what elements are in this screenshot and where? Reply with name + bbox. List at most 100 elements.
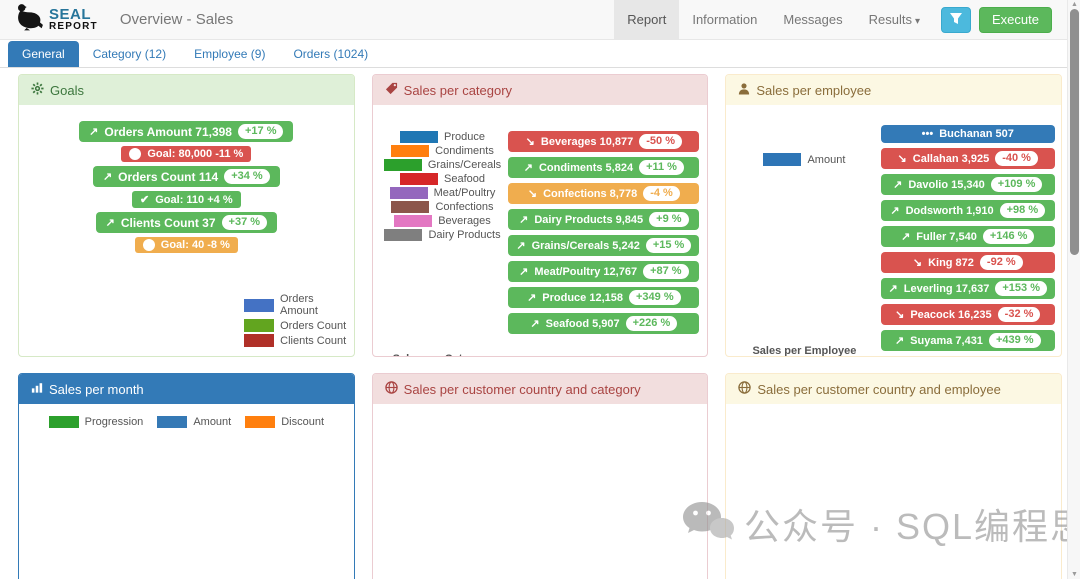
legend-row: Progression Amount Discount (48, 416, 324, 428)
menu-item-results[interactable]: Results ▾ (868, 12, 921, 27)
legend-swatch (244, 319, 275, 332)
kpi-text: Grains/Cereals 5,242 (531, 239, 640, 252)
kpi-badge[interactable]: ↗ Meat/Poultry 12,767 +87 % (508, 261, 700, 282)
kpi-delta-pill: -92 % (979, 255, 1023, 270)
gear-icon (31, 82, 44, 98)
kpi-text: Davolio 15,340 (908, 178, 985, 191)
menu-item-report[interactable]: Report (614, 0, 680, 39)
globe-icon (738, 381, 752, 397)
kpi-badge[interactable]: ↘ Confections 8,778 -4 % (508, 183, 700, 204)
legend-item-grains-cereals: Grains/Cereals (383, 159, 501, 171)
legend-label: Progression (84, 416, 144, 428)
scrollbar-thumb[interactable] (1070, 9, 1079, 255)
panel-sales-per-category: Sales per category Produce Condiments Grai… (371, 74, 709, 357)
tab-orders[interactable]: Orders (1024) (293, 47, 369, 61)
kpi-delta-pill: +109 % (990, 177, 1043, 192)
kpi-badge[interactable]: ↘ Callahan 3,925 -40 % (880, 148, 1055, 169)
legend-swatch (394, 215, 433, 227)
kpi-text: Dodsworth 1,910 (905, 204, 994, 217)
panel-category-header: Sales per category (372, 75, 708, 105)
kpi-badge[interactable]: ↗ Seafood 5,907 +226 % (508, 313, 700, 334)
kpi-badge[interactable]: ↓ Goal: 40 -8 % (134, 237, 238, 253)
legend-row: Produce (400, 131, 485, 143)
tab-general[interactable]: General (8, 41, 79, 67)
page-title: Overview - Sales (119, 11, 234, 28)
legend-row: Condiments (391, 145, 494, 157)
legend-swatch (389, 187, 428, 199)
legend-row: Grains/Cereals (383, 159, 501, 171)
kpi-badge[interactable]: ↗ Orders Amount 71,398 +17 % (79, 121, 294, 142)
kpi-badge[interactable]: ↘ Beverages 10,877 -50 % (508, 131, 700, 152)
kpi-badge[interactable]: ✔ Goal: 110 +4 % (132, 191, 241, 208)
employee-kpi-badges: ••• Buchanan 507 ↘ Callahan 3,925 -40 % ↗ Davo… (880, 109, 1055, 356)
panel-title: Sales per customer country and employee (757, 381, 1001, 397)
country-employee-chart (726, 422, 1046, 579)
legend-row: Confections (391, 201, 494, 213)
trend-up-icon: ↗ (89, 126, 99, 138)
trend-up-icon: ↗ (105, 217, 115, 229)
kpi-badge[interactable]: ••• Buchanan 507 (880, 125, 1055, 143)
legend-row: Orders Count (244, 319, 346, 332)
legend-swatch (391, 145, 430, 157)
kpi-badge[interactable]: ↗ Produce 12,158 +349 % (508, 287, 700, 308)
panel-goals: Goals ↗ Orders Amount 71,398 +17 % ↓ Goal: 8… (18, 74, 355, 357)
kpi-badge[interactable]: ↗ Orders Count 114 +34 % (92, 166, 280, 187)
brand-logo[interactable]: SEAL REPORT (15, 2, 98, 37)
legend-label: Dairy Products (428, 229, 501, 241)
menu-item-messages[interactable]: Messages (783, 12, 843, 27)
filter-button[interactable] (941, 6, 972, 33)
panel-title: Sales per customer country and category (403, 381, 641, 397)
legend-item-seafood: Seafood (400, 173, 485, 185)
legend-item-progression: Progression (48, 416, 144, 428)
tab-category[interactable]: Category (12) (92, 47, 167, 61)
kpi-badge[interactable]: ↗ Grains/Cereals 5,242 +15 % (508, 235, 700, 256)
kpi-text: Goal: 110 +4 % (155, 193, 233, 206)
legend-label: Clients Count (280, 334, 347, 347)
kpi-badge[interactable]: ↘ Peacock 16,235 -32 % (880, 304, 1055, 325)
kpi-badge[interactable]: ↓ Goal: 80,000 -11 % (121, 146, 252, 162)
trend-up-icon: ↗ (894, 335, 905, 347)
legend-label: Confections (435, 201, 494, 213)
dashboard-grid: Goals ↗ Orders Amount 71,398 +17 % ↓ Goal: 8… (0, 68, 1080, 579)
legend-row: Amount (763, 153, 845, 166)
legend-item-produce: Produce (400, 131, 485, 143)
legend-item-dairy-products: Dairy Products (384, 229, 501, 241)
trend-up-icon: ↗ (102, 171, 113, 183)
trend-up-icon: ↗ (523, 162, 533, 174)
kpi-badge[interactable]: ↗ Leverling 17,637 +153 % (880, 278, 1055, 299)
kpi-text: Peacock 16,235 (910, 308, 992, 321)
kpi-delta-pill: +226 % (625, 316, 678, 331)
kpi-badge[interactable]: ↗ Suyama 7,431 +439 % (880, 330, 1055, 351)
employee-radar-chart (728, 166, 880, 334)
legend-swatch (48, 416, 79, 428)
kpi-badge[interactable]: ↗ Fuller 7,540 +146 % (880, 226, 1055, 247)
menu-item-information[interactable]: Information (692, 12, 758, 27)
trend-up-icon: ↗ (888, 283, 898, 295)
legend-label: Orders Amount (280, 293, 318, 317)
legend-row: Orders Amount (244, 293, 354, 317)
scroll-up-arrow[interactable]: ▲ (1071, 1, 1078, 8)
trend-up-icon: ↗ (519, 266, 529, 278)
kpi-badge[interactable]: ↗ Davolio 15,340 +109 % (880, 174, 1055, 195)
legend-label: Condiments (435, 145, 494, 157)
trend-up-icon: ↗ (527, 292, 537, 304)
kpi-badge[interactable]: ↘ King 872 -92 % (880, 252, 1055, 273)
legend-item-discount: Discount (245, 416, 324, 428)
kpi-badge[interactable]: ↗ Dairy Products 9,845 +9 % (508, 209, 700, 230)
kpi-delta-pill: +439 % (988, 333, 1041, 348)
kpi-text: Fuller 7,540 (916, 230, 977, 243)
goals-chart-legend: Orders Amount Orders Count Clients Count (244, 293, 354, 347)
scroll-down-arrow[interactable]: ▼ (1071, 571, 1078, 578)
execute-button[interactable]: Execute (979, 6, 1052, 33)
kpi-badge[interactable]: ↗ Dodsworth 1,910 +98 % (880, 200, 1055, 221)
kpi-delta-pill: +87 % (643, 264, 689, 279)
kpi-badge[interactable]: ↗ Condiments 5,824 +11 % (508, 157, 700, 178)
view-tabs: General Category (12) Employee (9) Orders (… (0, 40, 1080, 68)
kpi-delta-pill: +146 % (982, 229, 1035, 244)
vertical-scrollbar[interactable]: ▲ ▼ (1067, 0, 1080, 579)
legend-row: Dairy Products (384, 229, 501, 241)
legend-row: Meat/Poultry (389, 187, 495, 199)
tab-employee[interactable]: Employee (9) (194, 47, 266, 61)
kpi-badge[interactable]: ↗ Clients Count 37 +37 % (95, 212, 278, 233)
